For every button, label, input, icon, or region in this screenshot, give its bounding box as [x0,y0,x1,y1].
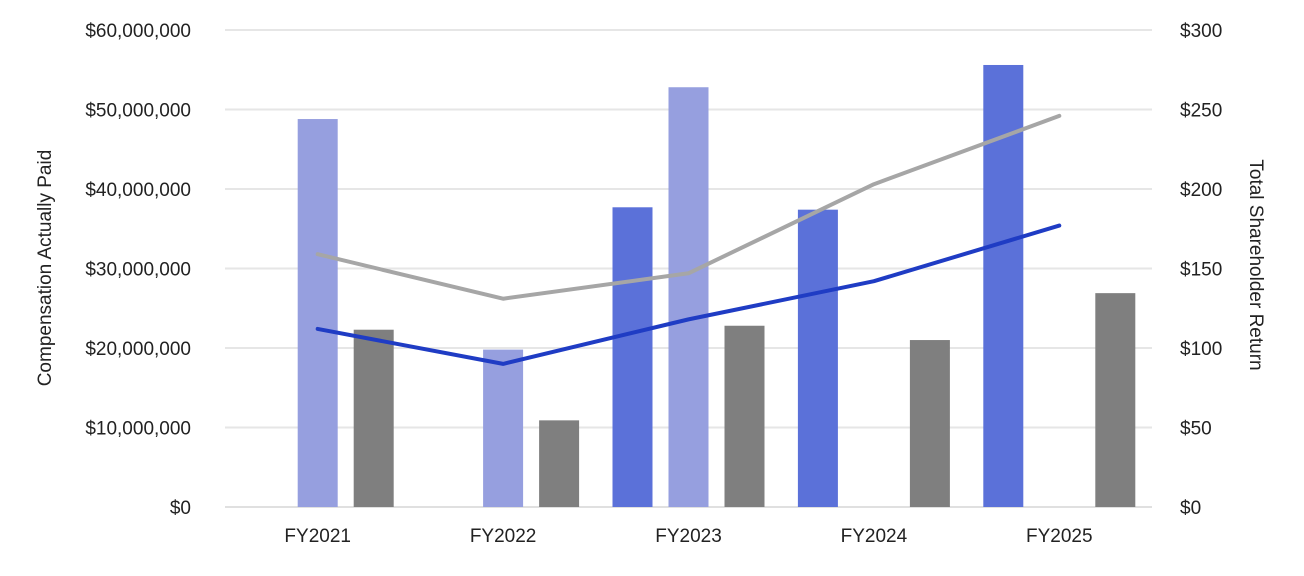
left-axis-tick-label: $10,000,000 [85,419,191,440]
bar [724,325,765,507]
bar [297,119,338,507]
right-axis-tick-label: $100 [1180,339,1222,360]
x-axis-tick-label: FY2021 [284,526,351,547]
bar [797,209,838,508]
right-axis-tick-label: $50 [1180,419,1212,440]
left-axis-tick-label: $50,000,000 [85,101,191,122]
series-line [315,113,1062,301]
bars [297,64,1136,508]
left-axis-tick-label: $0 [170,498,191,519]
left-axis-title: Compensation Actually Paid [35,150,56,387]
bar [983,64,1024,507]
left-axis-tick-label: $30,000,000 [85,260,191,281]
x-axis-tick-label: FY2023 [655,526,722,547]
x-axis-tick-label: FY2025 [1026,526,1093,547]
left-axis-tick-label: $20,000,000 [85,339,191,360]
bar [668,87,709,508]
right-axis-tick-label: $200 [1180,180,1222,201]
lines [315,113,1062,366]
right-axis-tick-label: $300 [1180,21,1222,42]
bar [612,207,653,507]
right-axis-tick-label: $150 [1180,260,1222,281]
x-axis-tick-label: FY2024 [841,526,908,547]
left-axis-tick-label: $60,000,000 [85,21,191,42]
bar [909,340,950,507]
x-axis-ticks: FY2021 FY2022 FY2023 FY2024 FY2025 [284,526,1092,547]
bar [539,420,580,507]
x-axis-tick-label: FY2022 [470,526,537,547]
right-axis-tick-label: $250 [1180,101,1222,122]
left-axis-tick-label: $40,000,000 [85,180,191,201]
right-axis-ticks: $0 $50 $100 $150 $200 $250 $300 [1180,21,1222,519]
bar [353,329,394,507]
bar [483,349,524,507]
left-axis-ticks: $0 $10,000,000 $20,000,000 $30,000,000 $40,0… [85,21,191,519]
right-axis-title: Total Shareholder Return [1245,159,1266,370]
series-line [315,223,1062,366]
right-axis-tick-label: $0 [1180,498,1201,519]
bar [1095,293,1136,507]
